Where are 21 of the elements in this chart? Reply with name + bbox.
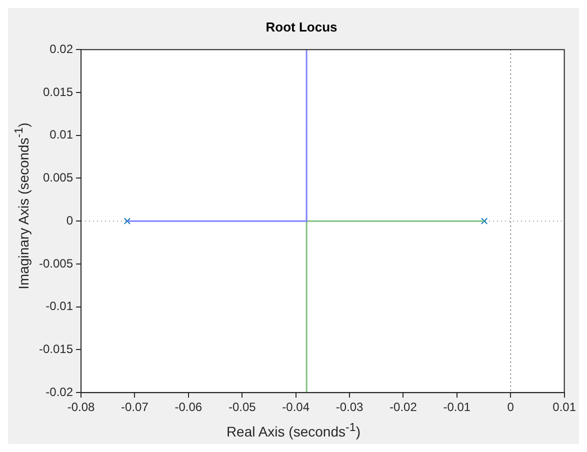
y-tick-label: -0.01 (46, 299, 74, 314)
x-tick-label: -0.04 (282, 400, 310, 414)
y-tick-label: 0.005 (42, 170, 74, 185)
x-axis-title: Real Axis (seconds$^{-1}$) (225, 421, 362, 440)
x-tick-label: -0.07 (121, 400, 149, 414)
y-tick-label: 0.02 (50, 42, 74, 56)
y-tick-label: -0.015 (38, 342, 74, 356)
x-tick-label: -0.06 (174, 400, 202, 414)
x-tick-label: -0.03 (336, 400, 364, 414)
chart-title: Root Locus (266, 19, 338, 34)
y-tick-label: 0.015 (42, 84, 74, 99)
y-tick-label: -0.005 (38, 256, 74, 270)
x-tick-label: -0.01 (443, 400, 471, 414)
x-tick-label: 0.01 (552, 400, 576, 414)
x-tick-label: 0 (507, 400, 514, 414)
y-tick-label: 0.01 (50, 128, 74, 142)
y-tick-label: -0.02 (46, 384, 74, 399)
x-tick-label: -0.08 (67, 400, 96, 414)
x-tick-label: -0.02 (390, 400, 418, 414)
y-tick-label: 0 (66, 213, 74, 228)
x-tick-label: -0.05 (228, 400, 256, 414)
